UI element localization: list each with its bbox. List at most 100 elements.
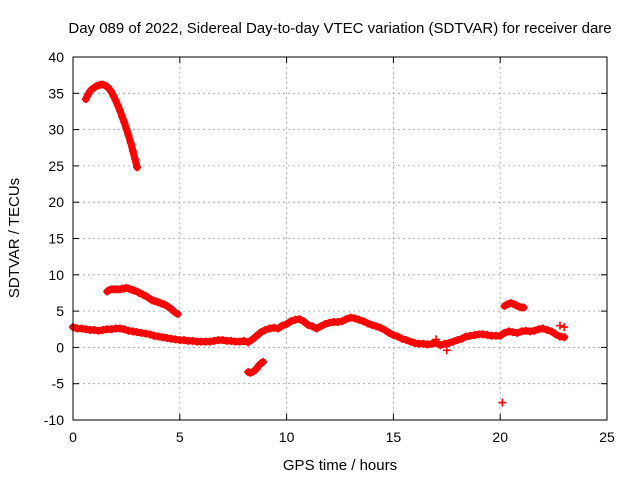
x-tick-label: 5 (176, 429, 184, 445)
data-point (342, 315, 351, 324)
data-point (500, 328, 509, 337)
data-point (303, 320, 312, 329)
series-outliers (432, 321, 569, 407)
data-point (120, 118, 129, 127)
data-point (321, 320, 330, 329)
y-tick-label: -5 (52, 376, 65, 392)
y-tick-label: 25 (48, 158, 64, 174)
data-point (252, 331, 261, 340)
data-point (402, 336, 411, 345)
data-point (239, 336, 248, 345)
data-point (118, 112, 127, 121)
data-point (120, 325, 129, 334)
data-point (444, 339, 453, 348)
data-point (122, 124, 131, 133)
data-point (457, 334, 466, 343)
data-point (244, 338, 253, 347)
data-point (376, 323, 385, 332)
x-tick-label: 25 (599, 429, 615, 445)
y-tick-label: 20 (48, 194, 64, 210)
x-tick-label: 15 (386, 429, 402, 445)
data-point (355, 315, 364, 324)
data-point (389, 331, 398, 340)
y-tick-label: 35 (48, 85, 64, 101)
data-point (115, 106, 124, 115)
data-point (496, 331, 505, 340)
series-middle-arc (103, 283, 182, 319)
x-tick-label: 10 (279, 429, 295, 445)
data-points (69, 80, 569, 407)
y-tick-label: 30 (48, 122, 64, 138)
data-point (560, 323, 569, 332)
data-point (109, 92, 118, 101)
data-point (308, 322, 317, 331)
series-upper-arc (81, 80, 142, 172)
data-point (107, 87, 116, 96)
y-tick-label: 15 (48, 231, 64, 247)
plot-frame (72, 56, 608, 421)
y-tick-label: 10 (48, 267, 64, 283)
y-tick-label: 40 (48, 49, 64, 65)
series-low-segment (244, 357, 268, 377)
data-point (513, 328, 522, 337)
data-point (543, 325, 552, 334)
data-point (173, 310, 182, 319)
axis-ticks: 0 5 10 15 20 25 -10 -5 0 5 10 15 20 25 30 35 40 (44, 49, 615, 445)
series-main-track (69, 313, 569, 350)
data-point (299, 317, 308, 326)
data-point (393, 332, 402, 341)
data-point (259, 357, 268, 366)
data-point (519, 303, 528, 312)
x-tick-label: 20 (492, 429, 508, 445)
data-point (385, 328, 394, 337)
data-point (350, 314, 359, 323)
data-point (145, 330, 154, 339)
data-point (295, 315, 304, 324)
data-point (432, 335, 441, 344)
data-point (81, 95, 90, 104)
data-point (359, 317, 368, 326)
data-point (547, 327, 556, 336)
data-point (453, 336, 462, 345)
x-tick-label: 0 (69, 429, 77, 445)
data-point (133, 163, 142, 172)
series-late-arc (500, 299, 528, 312)
data-point (274, 324, 283, 333)
data-point (551, 330, 560, 339)
data-point (442, 346, 451, 355)
data-point (128, 146, 137, 155)
x-axis-label: GPS time / hours (283, 457, 397, 474)
data-point (286, 317, 295, 326)
chart-title: Day 089 of 2022, Sidereal Day-to-day VTE… (68, 20, 611, 37)
data-point (111, 96, 120, 105)
data-point (556, 321, 565, 330)
data-point (498, 398, 507, 407)
data-point (316, 322, 325, 331)
data-point (449, 337, 458, 346)
data-point (338, 317, 347, 326)
data-point (282, 320, 291, 329)
grid (73, 57, 607, 420)
data-point (372, 322, 381, 331)
data-point (368, 320, 377, 329)
y-axis-label: SDTVAR / TECUs (6, 178, 23, 298)
data-point (560, 333, 569, 342)
data-point (256, 328, 265, 337)
data-point (530, 326, 539, 335)
y-tick-label: 5 (56, 303, 64, 319)
data-point (312, 324, 321, 333)
data-point (380, 325, 389, 334)
data-point (130, 154, 139, 163)
data-point (397, 334, 406, 343)
y-tick-label: -10 (44, 412, 64, 428)
data-point (124, 131, 133, 140)
data-point (261, 325, 270, 334)
data-point (278, 321, 287, 330)
data-point (248, 335, 257, 344)
data-point (436, 341, 445, 350)
y-tick-label: 0 (56, 339, 64, 355)
data-point (363, 319, 372, 328)
data-point (538, 324, 547, 333)
